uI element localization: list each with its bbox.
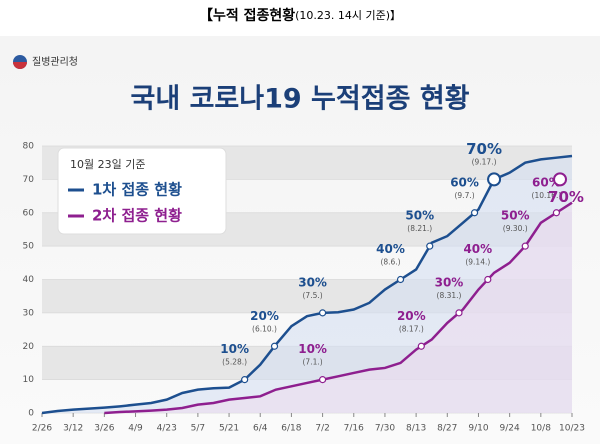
x-tick-label: 6/4 [253, 424, 268, 434]
x-tick-label: 8/27 [437, 424, 457, 434]
milestone-label: 50% [405, 209, 434, 223]
x-tick-label: 2/26 [32, 424, 52, 434]
milestone-date: (8.21.) [407, 224, 432, 233]
x-tick-label: 5/21 [219, 424, 239, 434]
y-tick-label: 10 [23, 375, 35, 385]
legend-box [57, 147, 227, 235]
x-tick-label: 3/26 [94, 424, 114, 434]
milestone-label: 70% [548, 188, 584, 206]
y-tick-label: 30 [23, 308, 35, 318]
milestone-date: (9.30.) [503, 224, 528, 233]
milestone-date: (8.17.) [399, 324, 424, 333]
heading-main: 【누적 접종현황 [199, 7, 295, 24]
y-tick-label: 20 [23, 342, 35, 352]
milestone-date: (8.31.) [437, 291, 462, 300]
milestone-label: 30% [298, 275, 327, 289]
legend-label: 2차 접종 현황 [92, 207, 182, 225]
y-tick-label: 70 [23, 175, 35, 185]
x-tick-label: 3/12 [63, 424, 83, 434]
milestone-label: 20% [250, 309, 279, 323]
line [41, 154, 573, 415]
milestone-marker [455, 309, 463, 317]
milestone-marker [484, 275, 492, 284]
x-tick-label: 4/9 [128, 424, 143, 434]
legend-title: 10월 23일 기준 [70, 157, 145, 171]
milestone-label: 50% [501, 209, 530, 223]
milestone-marker [521, 242, 529, 250]
milestone-marker [552, 209, 561, 217]
x-tick-label: 9/10 [468, 424, 488, 434]
x-tick-label: 7/16 [344, 424, 364, 434]
milestone-marker [553, 172, 567, 187]
line [104, 201, 573, 415]
logo-part [13, 62, 27, 69]
x-tick-label: 9/24 [500, 424, 520, 434]
milestone-label: 40% [376, 242, 405, 256]
milestone-marker [270, 342, 279, 350]
y-tick-label: 40 [23, 275, 35, 285]
x-tick-label: 10/23 [559, 424, 585, 434]
milestone-label: 30% [435, 275, 464, 289]
milestone-marker [318, 309, 327, 317]
x-tick-label: 8/13 [406, 424, 426, 434]
milestone-date: (7.5.) [303, 291, 323, 300]
area [104, 202, 573, 413]
legend-label: 1차 접종 현황 [92, 181, 182, 199]
milestone-label: 40% [463, 242, 492, 256]
milestone-marker [396, 275, 405, 284]
y-tick-label: 50 [23, 242, 35, 252]
x-tick-label: 5/7 [191, 424, 205, 434]
y-tick-label: 80 [23, 142, 35, 152]
y-tick-label: 60 [23, 208, 35, 218]
milestone-marker [318, 376, 327, 384]
milestone-label: 10% [220, 342, 249, 356]
milestone-date: (7.1.) [303, 358, 323, 367]
milestone-date: (9.17.) [472, 157, 497, 166]
milestone-marker [487, 172, 502, 187]
milestone-date: (8.6.) [380, 258, 400, 267]
milestone-marker [426, 242, 434, 250]
milestone-label: 70% [466, 140, 502, 158]
milestone-label: 10% [298, 342, 327, 356]
y-tick-label: 0 [28, 409, 34, 419]
milestone-date: (9.7.) [454, 191, 474, 200]
x-tick-label: 4/23 [157, 424, 177, 434]
chart-title: 국내 코로나19 누적접종 현황 [130, 84, 469, 115]
x-tick-label: 10/8 [531, 424, 551, 434]
milestone-date: (10.16.) [532, 191, 562, 200]
x-tick-label: 7/30 [375, 424, 395, 434]
milestone-date: (9.14.) [465, 258, 490, 267]
source: 질병관리청 [32, 56, 78, 68]
milestone-marker [417, 342, 425, 350]
heading: 【누적 접종현황(10.23. 14시 기준)】 [199, 7, 401, 24]
milestone-label: 20% [397, 309, 426, 323]
x-tick-label: 7/2 [315, 424, 329, 434]
milestone-date: (5.28.) [222, 358, 247, 367]
milestone-label: 60% [450, 175, 479, 189]
heading-note: (10.23. 14시 기준)】 [295, 9, 401, 22]
x-tick-label: 6/18 [281, 424, 301, 434]
milestone-date: (6.10.) [252, 324, 277, 333]
milestone-marker [241, 376, 249, 384]
milestone-marker [470, 209, 479, 217]
